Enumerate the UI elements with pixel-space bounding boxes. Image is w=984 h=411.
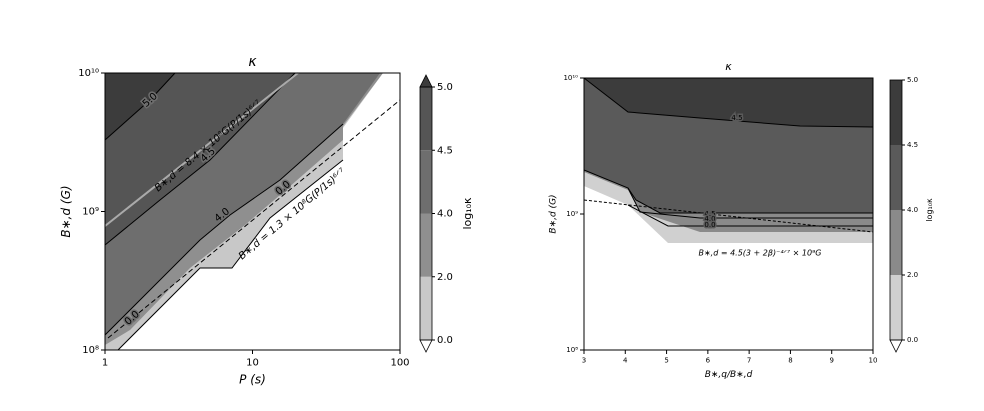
colorbar-extend	[419, 339, 433, 353]
y-tick-label: 10⁸	[566, 346, 578, 354]
colorbar-tick-label: 5.0	[907, 76, 918, 84]
x-tick-label: 6	[706, 357, 711, 365]
chart-title: κ	[725, 60, 732, 73]
contour-line	[104, 123, 344, 336]
colorbar-extend	[419, 74, 433, 88]
contour-line	[583, 199, 874, 233]
contour-line	[104, 72, 299, 227]
contour-label: 4.0	[704, 215, 715, 223]
contour-line	[583, 77, 874, 128]
contour-label: 0.0	[704, 221, 715, 229]
contour-label: 4.5	[704, 210, 715, 218]
colorbar-extend	[889, 339, 903, 353]
x-axis-label: P (s)	[239, 372, 266, 386]
colorbar-band	[890, 210, 902, 275]
x-tick-label: 5	[664, 357, 668, 365]
x-tick-label: 9	[829, 357, 833, 365]
y-tick-label: 10¹⁰	[78, 68, 99, 79]
colorbar-band	[890, 145, 902, 210]
colorbar-tick-label: 0.0	[437, 335, 453, 346]
colorbar-tick-label: 5.0	[437, 82, 453, 93]
colorbar-tick-label: 4.5	[437, 145, 453, 156]
contour-region	[584, 78, 873, 127]
y-tick-label: 10¹⁰	[563, 74, 578, 82]
x-tick-label: 1	[102, 358, 108, 369]
y-axis-label: B∗,d (G)	[59, 185, 73, 237]
x-tick-label: 4	[623, 357, 628, 365]
x-axis-label: B∗,q/B∗,d	[705, 370, 753, 380]
contour-line	[627, 187, 873, 219]
colorbar-band	[420, 213, 432, 277]
colorbar-tick-label: 2.0	[437, 272, 453, 283]
x-tick-label: 10	[246, 358, 259, 369]
colorbar-band	[890, 275, 902, 340]
y-axis-label: B∗,d (G)	[549, 194, 559, 233]
x-tick-label: 7	[747, 357, 751, 365]
x-tick-label: 8	[788, 357, 792, 365]
colorbar-band	[890, 80, 902, 145]
contour-line	[117, 159, 344, 351]
colorbar-tick-label: 0.0	[907, 336, 918, 344]
y-tick-label: 10⁸	[82, 345, 99, 356]
chart-title: κ	[248, 54, 257, 70]
x-tick-label: 3	[582, 357, 586, 365]
contour-line	[583, 169, 873, 214]
colorbar-tick-label: 4.0	[437, 209, 453, 220]
x-tick-label: 100	[390, 358, 409, 369]
y-tick-label: 10⁹	[566, 210, 578, 218]
contour-label: 4.5	[731, 114, 742, 122]
colorbar-label: log₁₀κ	[925, 198, 934, 222]
annotation: B∗,d = 4.5(3 + 2β)⁻⁴ᐟ⁷ × 10⁹G	[698, 249, 821, 258]
colorbar-tick-label: 2.0	[907, 271, 918, 279]
contour-line	[107, 99, 401, 339]
colorbar-tick-label: 4.5	[907, 141, 918, 149]
colorbar-tick-label: 4.0	[907, 206, 918, 214]
colorbar-band	[420, 276, 432, 340]
contour-region	[105, 73, 295, 245]
contour-line	[627, 204, 873, 227]
colorbar-label: log₁₀κ	[461, 197, 474, 230]
contour-line	[104, 72, 176, 141]
y-tick-label: 10⁹	[82, 207, 99, 218]
colorbar-band	[420, 150, 432, 214]
x-tick-label: 10	[869, 357, 878, 365]
contour-line	[104, 72, 296, 246]
contour-region	[105, 73, 175, 140]
colorbar-band	[420, 87, 432, 151]
